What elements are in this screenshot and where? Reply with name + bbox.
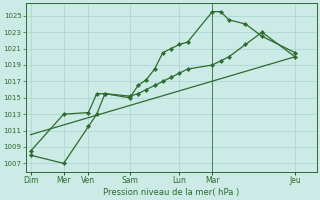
X-axis label: Pression niveau de la mer( hPa ): Pression niveau de la mer( hPa ) [103, 188, 239, 197]
